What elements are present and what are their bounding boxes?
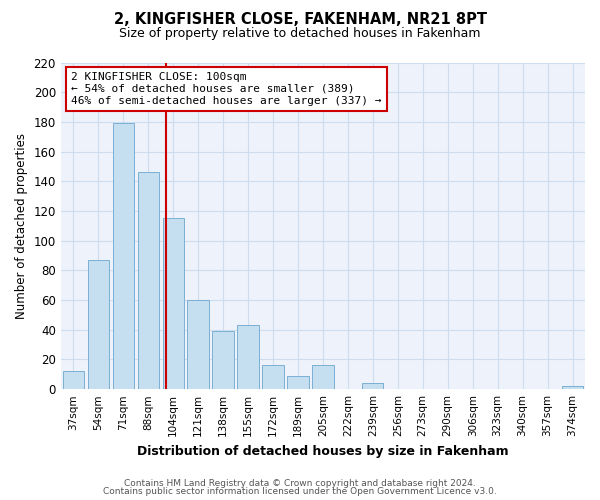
Bar bbox=[163, 218, 184, 389]
Bar bbox=[262, 366, 284, 389]
Y-axis label: Number of detached properties: Number of detached properties bbox=[15, 133, 28, 319]
Bar bbox=[62, 372, 84, 389]
Bar bbox=[137, 172, 159, 389]
Bar bbox=[287, 376, 308, 389]
Bar bbox=[238, 326, 259, 389]
Bar bbox=[212, 332, 233, 389]
Text: Contains public sector information licensed under the Open Government Licence v3: Contains public sector information licen… bbox=[103, 487, 497, 496]
Bar bbox=[187, 300, 209, 389]
Bar bbox=[312, 366, 334, 389]
Text: Contains HM Land Registry data © Crown copyright and database right 2024.: Contains HM Land Registry data © Crown c… bbox=[124, 478, 476, 488]
Bar bbox=[88, 260, 109, 389]
Text: Size of property relative to detached houses in Fakenham: Size of property relative to detached ho… bbox=[119, 28, 481, 40]
Bar bbox=[113, 124, 134, 389]
X-axis label: Distribution of detached houses by size in Fakenham: Distribution of detached houses by size … bbox=[137, 444, 509, 458]
Text: 2, KINGFISHER CLOSE, FAKENHAM, NR21 8PT: 2, KINGFISHER CLOSE, FAKENHAM, NR21 8PT bbox=[113, 12, 487, 28]
Text: 2 KINGFISHER CLOSE: 100sqm
← 54% of detached houses are smaller (389)
46% of sem: 2 KINGFISHER CLOSE: 100sqm ← 54% of deta… bbox=[71, 72, 382, 106]
Bar bbox=[562, 386, 583, 389]
Bar bbox=[362, 383, 383, 389]
